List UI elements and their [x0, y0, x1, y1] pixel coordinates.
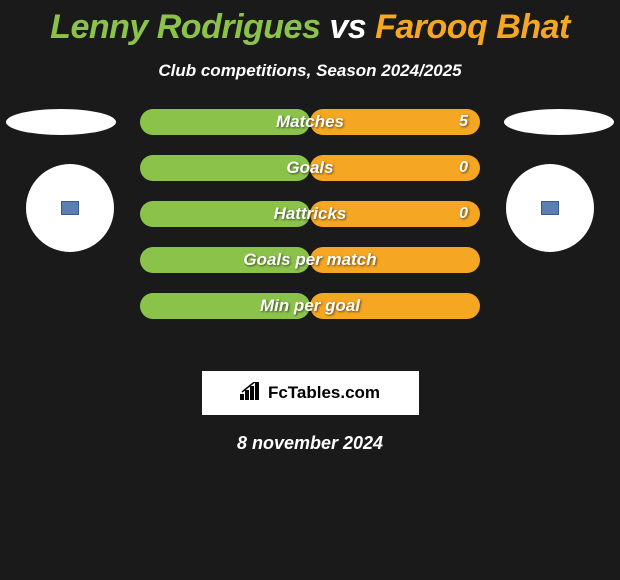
player2-name: Farooq Bhat [375, 8, 570, 46]
player1-name: Lenny Rodrigues [50, 8, 320, 46]
stat-row: Min per goal [140, 293, 480, 319]
stat-row: Goals0 [140, 155, 480, 181]
brand-box: FcTables.com [202, 371, 419, 415]
stat-row: Goals per match [140, 247, 480, 273]
stat-label: Goals [140, 155, 480, 181]
player1-badge-circle [26, 164, 114, 252]
stat-value-right: 5 [459, 109, 468, 135]
player2-ellipse [504, 109, 614, 135]
stat-row: Hattricks0 [140, 201, 480, 227]
brand-text: FcTables.com [268, 383, 380, 403]
date-text: 8 november 2024 [0, 433, 620, 454]
stat-label: Goals per match [140, 247, 480, 273]
player1-club-badge-icon [61, 201, 79, 215]
stat-label: Matches [140, 109, 480, 135]
stats-list: Matches5Goals0Hattricks0Goals per matchM… [140, 109, 480, 339]
stats-content: Matches5Goals0Hattricks0Goals per matchM… [0, 109, 620, 359]
stat-value-right: 0 [459, 155, 468, 181]
stat-label: Min per goal [140, 293, 480, 319]
brand-chart-icon [240, 382, 262, 405]
stat-row: Matches5 [140, 109, 480, 135]
player2-badge-circle [506, 164, 594, 252]
player2-club-badge-icon [541, 201, 559, 215]
stat-label: Hattricks [140, 201, 480, 227]
player1-ellipse [6, 109, 116, 135]
vs-text: vs [329, 8, 366, 46]
subtitle: Club competitions, Season 2024/2025 [0, 61, 620, 81]
comparison-title: Lenny Rodrigues vs Farooq Bhat [0, 0, 620, 47]
stat-value-right: 0 [459, 201, 468, 227]
